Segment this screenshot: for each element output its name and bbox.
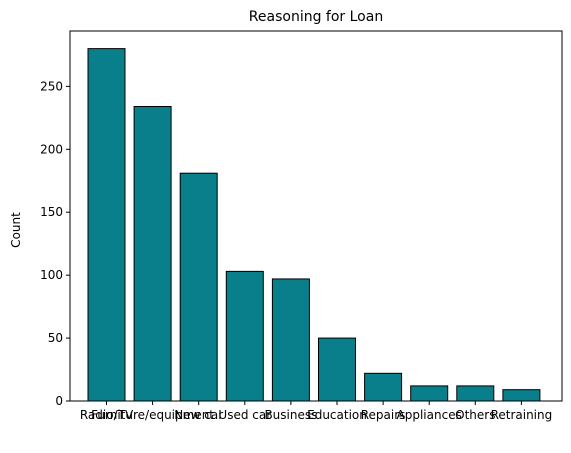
bar-radio-tv [87,48,126,402]
y-axis-ticks: 0 50 100 150 200 250 [40,79,70,408]
y-tick-label: 150 [40,205,63,219]
bar-retraining [502,389,541,402]
bar-used-car [225,270,264,402]
y-axis-label: Count [9,212,23,248]
y-tick-label: 50 [48,331,63,345]
chart-title: Reasoning for Loan [249,9,383,25]
x-tick-label: Appliances [397,408,462,422]
bar-new-car [179,172,218,402]
bar-business [271,278,310,402]
bars-group [87,48,541,402]
x-tick-label: New car [174,408,223,422]
x-tick-label: Education [307,408,367,422]
x-tick-label: Furniture/equipment [91,408,214,422]
x-tick-label: Radio/TV [80,408,134,422]
x-tick-label: Others [455,408,495,422]
x-tick-label: Repairs [361,408,406,422]
bar-others [456,385,495,402]
y-tick-label: 0 [55,394,63,408]
y-tick-label: 200 [40,142,63,156]
y-tick-label: 100 [40,268,63,282]
x-tick-label: Business [264,408,317,422]
bar-repairs [364,372,403,402]
bar-education [318,337,356,402]
plot-frame [69,30,563,402]
x-tick-label: Used car [218,408,271,422]
bar-furniture-equipment [133,106,172,402]
y-tick-label: 250 [40,79,63,93]
bar-appliances [410,385,449,402]
x-tick-label: Retraining [491,408,553,422]
